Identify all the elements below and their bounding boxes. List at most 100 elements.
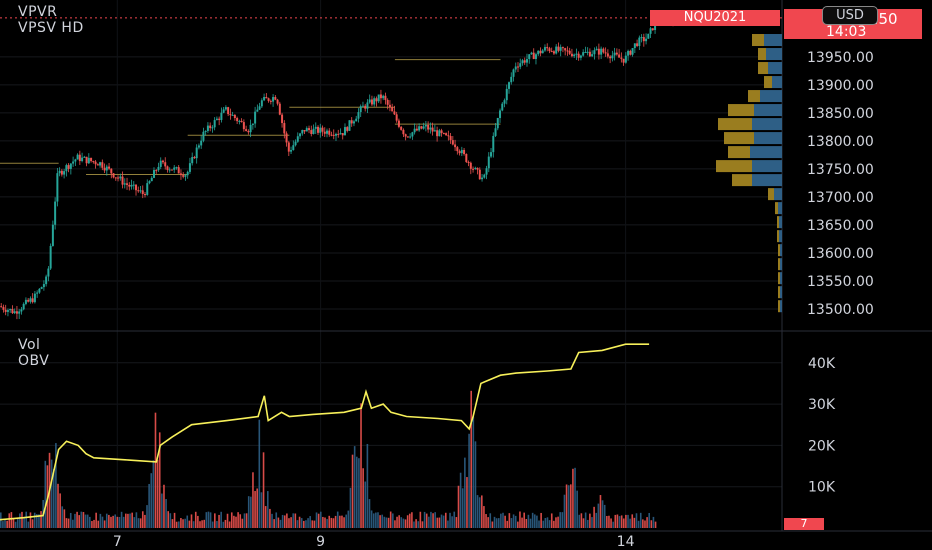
- volume-bar: [40, 511, 42, 528]
- volume-bar: [639, 512, 642, 528]
- volume-bar: [91, 521, 93, 528]
- volume-profile-down-bar: [777, 216, 779, 229]
- volume-bar: [171, 519, 174, 528]
- candle-body: [548, 48, 551, 52]
- volume-profile-up-bar: [780, 300, 782, 313]
- volume-bar: [411, 512, 413, 528]
- candle-body: [532, 52, 535, 60]
- current-price-time: 14:03: [826, 24, 867, 40]
- candle-body: [384, 95, 387, 100]
- candle-body: [249, 124, 252, 133]
- volume-bar: [563, 494, 566, 528]
- volume-bar: [74, 513, 76, 528]
- volume-bar: [218, 514, 220, 528]
- candle-body: [27, 299, 30, 302]
- volume-bar: [652, 516, 655, 528]
- volume-bar: [398, 515, 400, 528]
- candle-body: [377, 94, 380, 102]
- volume-bar: [343, 517, 345, 528]
- volume-bar: [459, 472, 462, 528]
- volume-bar: [394, 520, 396, 528]
- volume-bar: [629, 518, 631, 528]
- volume-bar: [542, 520, 545, 528]
- volume-profile-up-bar: [760, 90, 782, 103]
- volume-bar: [360, 403, 362, 528]
- volume-bar: [243, 513, 246, 528]
- volume-bar: [52, 469, 55, 528]
- currency-button[interactable]: USD: [822, 6, 878, 25]
- candle-body: [550, 51, 553, 53]
- candle-body: [503, 100, 506, 104]
- volume-profile-down-bar: [775, 202, 778, 215]
- volume-bar: [536, 515, 538, 528]
- volume-bar: [266, 491, 269, 528]
- volume-bar: [27, 521, 30, 528]
- volume-tick-label: 40K: [808, 356, 836, 372]
- volume-profile-down-bar: [768, 188, 774, 201]
- volume-bar: [449, 512, 451, 528]
- candle-body: [505, 88, 508, 101]
- candle-body: [330, 134, 333, 136]
- indicator-label-vol[interactable]: Vol: [18, 337, 41, 353]
- candle-body: [429, 127, 432, 130]
- candle-body: [606, 53, 609, 57]
- volume-bar: [38, 514, 40, 528]
- indicator-label-vpvr[interactable]: VPVR: [18, 4, 58, 20]
- volume-bar: [555, 517, 557, 528]
- volume-bar: [364, 481, 367, 528]
- volume-bar: [584, 512, 587, 528]
- volume-bar: [101, 516, 104, 528]
- volume-bar: [250, 496, 252, 528]
- volume-bar: [233, 515, 235, 528]
- candle-body: [90, 157, 93, 162]
- volume-bar: [500, 513, 502, 528]
- volume-bar: [154, 412, 157, 528]
- volume-bar: [222, 521, 225, 528]
- volume-bar: [4, 520, 6, 528]
- candle-body: [63, 171, 66, 175]
- volume-bar: [16, 518, 19, 528]
- candle-body: [184, 175, 187, 177]
- candle-body: [352, 121, 355, 124]
- volume-profile-up-bar: [754, 132, 782, 145]
- candle-body: [472, 168, 475, 170]
- volume-bar: [286, 513, 288, 528]
- candle-body: [579, 55, 582, 58]
- volume-profile-up-bar: [780, 272, 782, 285]
- volume-bar: [205, 512, 208, 528]
- candle-body: [624, 55, 627, 63]
- candle-body: [166, 166, 169, 170]
- volume-bar: [254, 491, 256, 528]
- candle-body: [283, 123, 286, 134]
- volume-bar: [570, 484, 572, 528]
- candle-body: [287, 142, 290, 152]
- candle-body: [213, 120, 216, 128]
- volume-bar: [50, 459, 53, 528]
- volume-bar: [606, 515, 608, 528]
- candle-body: [227, 107, 230, 115]
- indicator-label-obv[interactable]: OBV: [18, 353, 50, 369]
- volume-profile-down-bar: [724, 132, 754, 145]
- candle-body: [620, 57, 623, 59]
- candle-body: [406, 136, 409, 138]
- volume-profile-up-bar: [766, 48, 782, 61]
- volume-bar: [625, 514, 627, 528]
- candle-body: [319, 127, 322, 133]
- volume-bar: [84, 514, 87, 528]
- price-tick-label: 13500.00: [807, 302, 874, 318]
- candle-body: [18, 311, 21, 314]
- volume-bar: [616, 514, 619, 528]
- volume-bar: [339, 515, 341, 528]
- indicator-label-vpsv[interactable]: VPSV HD: [18, 20, 84, 36]
- volume-bar: [334, 515, 337, 528]
- candle-body: [519, 63, 522, 67]
- volume-bar: [203, 519, 206, 528]
- candle-body: [604, 52, 607, 54]
- volume-bar: [214, 513, 216, 528]
- volume-bar: [207, 511, 210, 528]
- candle-body: [568, 50, 571, 54]
- candle-body: [341, 133, 344, 136]
- candle-body: [638, 37, 641, 46]
